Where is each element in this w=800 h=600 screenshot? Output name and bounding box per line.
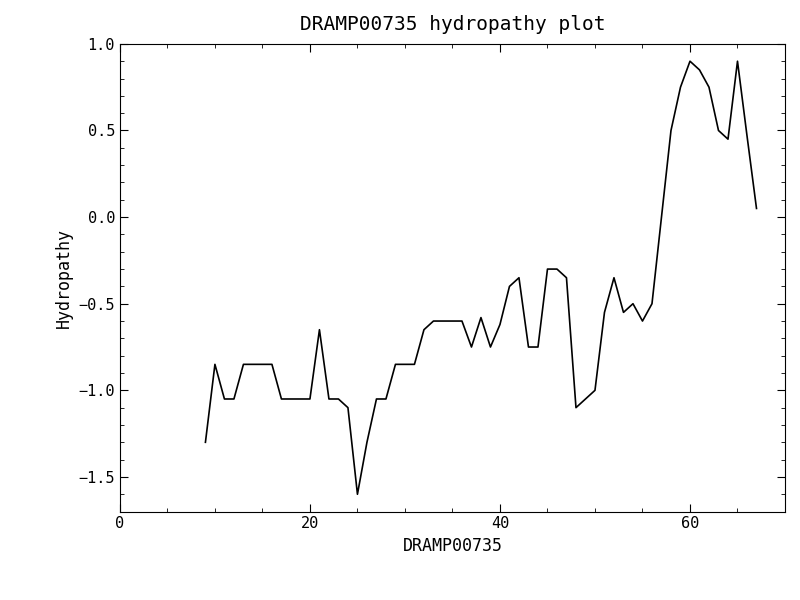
X-axis label: DRAMP00735: DRAMP00735	[402, 537, 502, 555]
Title: DRAMP00735 hydropathy plot: DRAMP00735 hydropathy plot	[300, 15, 606, 34]
Y-axis label: Hydropathy: Hydropathy	[55, 228, 73, 328]
